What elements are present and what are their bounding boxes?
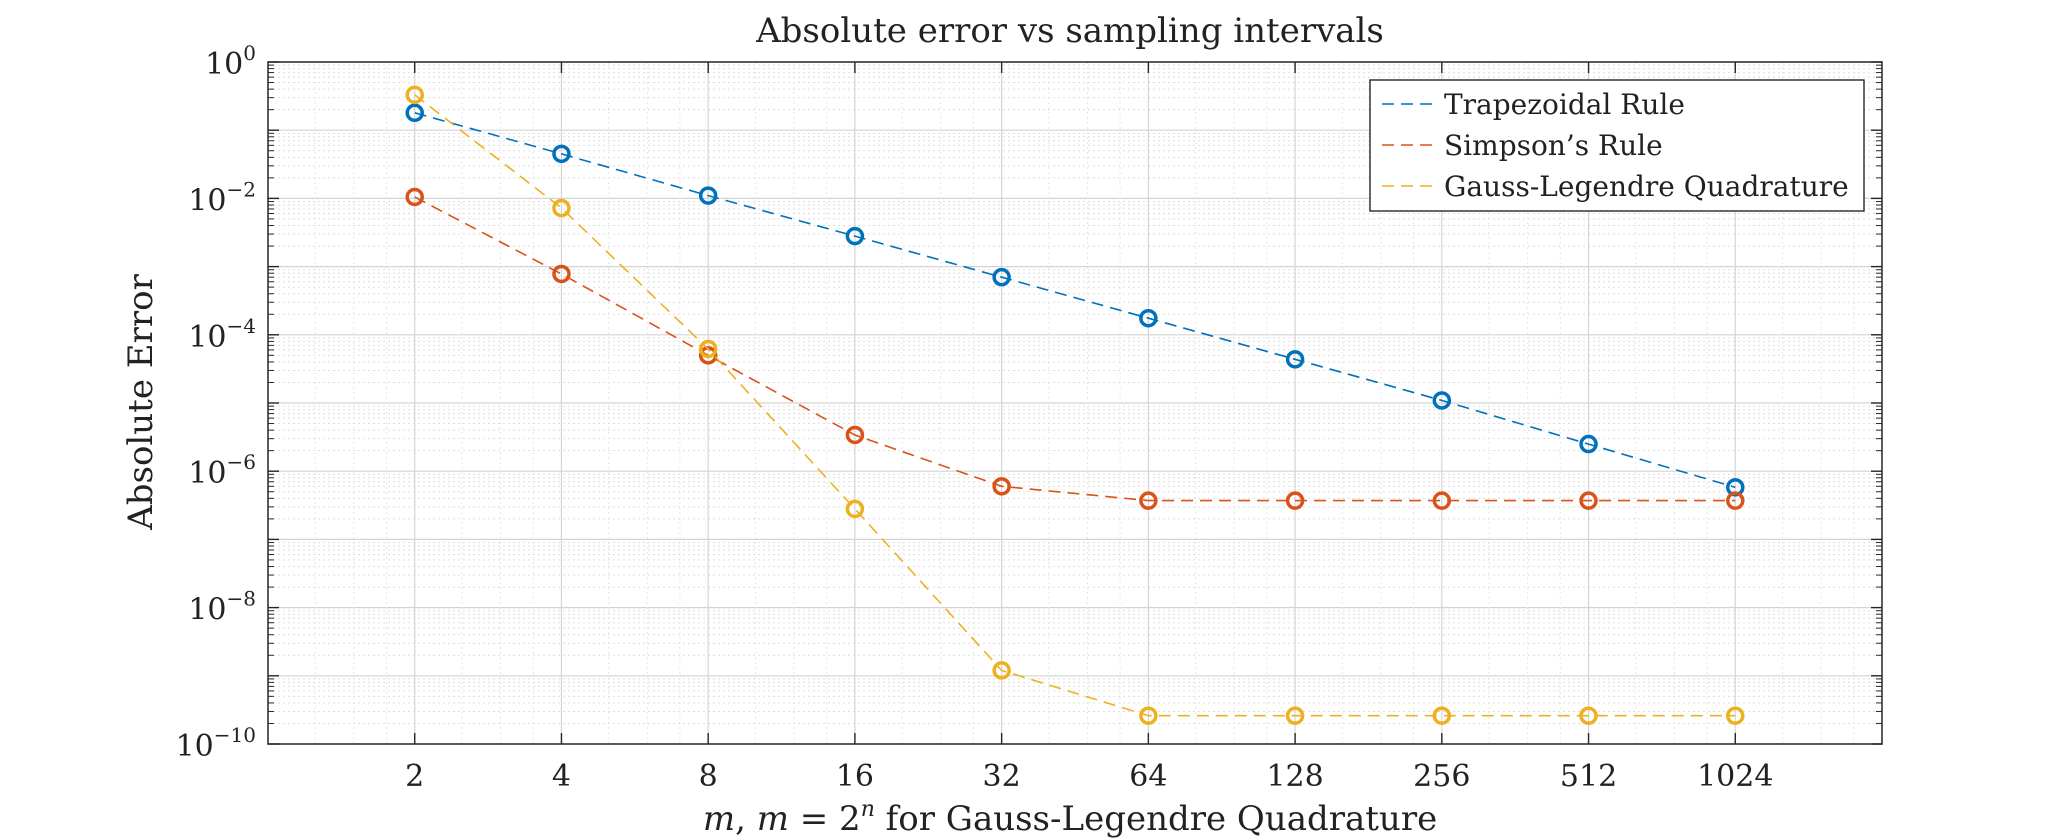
x-tick-label: 8: [699, 759, 718, 794]
x-tick-label: 16: [836, 759, 874, 794]
data-point: [845, 499, 865, 519]
data-point: [552, 198, 571, 218]
data-point: [845, 425, 865, 445]
x-label-rest: for Gauss-Legendre Quadrature: [875, 799, 1437, 839]
data-point: [1432, 706, 1452, 725]
x-tick-label: 2: [405, 759, 424, 794]
data-point: [405, 85, 424, 105]
y-tick-label: 100: [205, 41, 256, 82]
series: [405, 187, 1745, 510]
data-point: [405, 103, 424, 123]
grid-lines: [268, 61, 1882, 745]
y-axis-label: Absolute Error: [121, 273, 161, 530]
data-point: [698, 346, 718, 365]
x-label-comma: ,: [735, 799, 757, 839]
data-point: [1579, 706, 1598, 725]
legend-label: Gauss-Legendre Quadrature: [1444, 170, 1849, 203]
data-point: [1432, 391, 1452, 410]
data-series: [405, 85, 1745, 725]
data-point: [552, 264, 571, 284]
x-label-exp: n: [861, 797, 875, 822]
legend-label: Trapezoidal Rule: [1444, 88, 1685, 121]
data-point: [1579, 434, 1598, 454]
series-line: [414, 94, 1736, 717]
x-tick-label: 64: [1129, 759, 1167, 794]
series: [405, 85, 1745, 725]
y-tick-label: 10−10: [176, 723, 256, 764]
data-point: [405, 187, 424, 207]
series: [405, 103, 1745, 497]
legend-box: [1369, 79, 1865, 212]
data-point: [845, 226, 865, 246]
y-tick-label: 10−6: [188, 450, 256, 491]
data-point: [698, 186, 718, 205]
data-point: [1285, 706, 1305, 725]
data-point: [1726, 491, 1745, 510]
y-tick-label: 10−2: [188, 177, 256, 218]
x-label-eq: = 2: [789, 799, 861, 839]
data-point: [1726, 706, 1745, 725]
data-point: [992, 661, 1011, 680]
x-tick-label: 512: [1560, 759, 1617, 794]
data-point: [698, 339, 718, 359]
y-tick-label: 10−8: [188, 587, 256, 628]
data-point: [1139, 491, 1158, 510]
x-label-m2: m: [757, 799, 789, 839]
y-tick-label: 10−4: [188, 314, 256, 355]
x-tick-label: 1024: [1697, 759, 1773, 794]
axis-ticks: 2 4 8 16 32 64 128 256 512 1024 100 10−2 10−4 10−6 10−…: [176, 41, 1882, 794]
x-tick-label: 128: [1266, 759, 1323, 794]
x-tick-label: 4: [552, 759, 571, 794]
x-tick-label: 32: [983, 759, 1021, 794]
data-point: [992, 477, 1011, 496]
series-line: [414, 112, 1736, 489]
legend-label: Simpson’s Rule: [1444, 129, 1663, 162]
data-point: [1285, 491, 1305, 510]
chart-title: Absolute error vs sampling intervals: [755, 11, 1384, 51]
x-tick-label: 256: [1413, 759, 1470, 794]
series-line: [414, 196, 1736, 502]
x-label-m1: m: [703, 799, 735, 839]
data-point: [1139, 706, 1158, 725]
data-point: [552, 144, 571, 164]
legend: Trapezoidal Rule Simpson’s Rule Gauss-Lege…: [1369, 79, 1865, 212]
data-point: [1579, 491, 1598, 510]
data-point: [1139, 308, 1158, 328]
data-point: [1432, 491, 1452, 510]
data-point: [992, 267, 1011, 287]
x-axis-label: m, m = 2n for Gauss-Legendre Quadrature: [703, 797, 1437, 839]
data-point: [1285, 350, 1305, 369]
